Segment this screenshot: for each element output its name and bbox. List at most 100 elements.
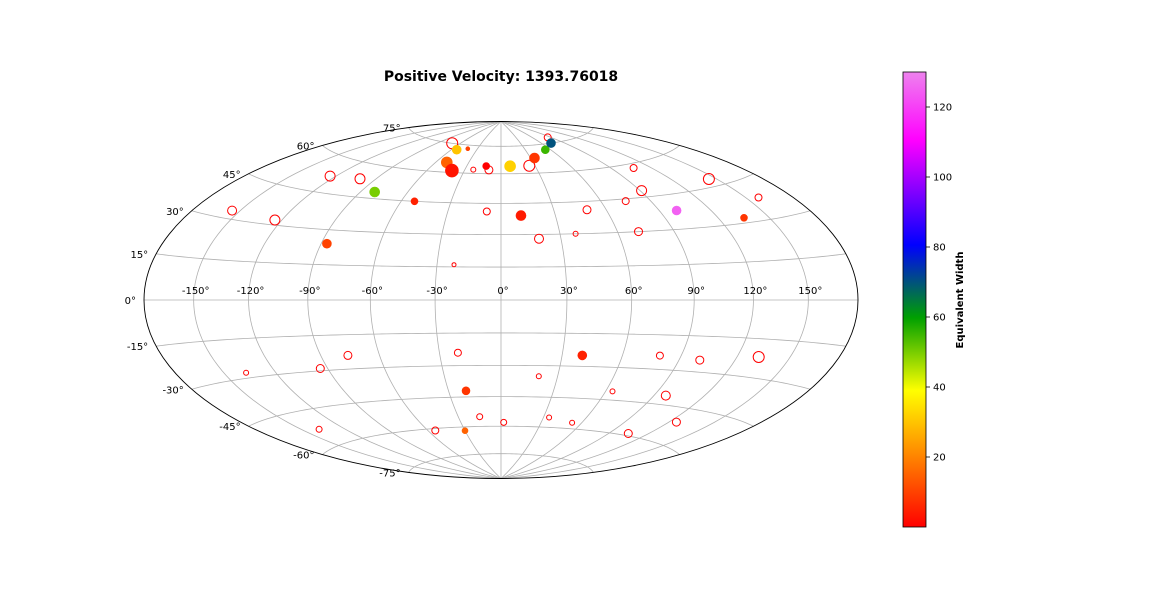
data-point-open: [431, 426, 440, 435]
colorbar-tick-label: 60: [933, 313, 946, 324]
chart-title: Positive Velocity: 1393.76018: [384, 69, 618, 85]
data-point-open: [655, 351, 664, 360]
longitude-tick-label: 60°: [625, 286, 643, 297]
data-point-filled: [482, 162, 491, 170]
data-point-filled: [461, 386, 471, 396]
colorbar-tick-label: 40: [933, 383, 946, 394]
data-point-open: [500, 418, 508, 426]
data-point-open: [582, 205, 592, 215]
longitude-tick-label: 90°: [687, 286, 705, 297]
data-point-open: [546, 414, 553, 421]
latitude-tick-label: 45°: [223, 170, 241, 181]
longitude-tick-label: 0°: [497, 286, 508, 297]
data-point-filled: [515, 210, 527, 221]
data-point-open: [629, 164, 638, 172]
data-point-open: [695, 355, 705, 365]
parallel-line: [156, 332, 846, 347]
latitude-tick-label: -60°: [293, 451, 314, 462]
longitude-tick-label: -90°: [299, 286, 320, 297]
data-point-open: [636, 185, 648, 197]
data-point-open: [535, 373, 542, 380]
latitude-tick-label: 15°: [130, 250, 148, 261]
longitude-tick-label: -30°: [426, 286, 447, 297]
data-point-filled: [529, 152, 540, 164]
data-point-open: [354, 173, 366, 185]
data-point-open: [451, 262, 457, 268]
data-point-open: [243, 369, 250, 376]
parallel-line: [248, 396, 754, 427]
colorbar-tick-label: 80: [933, 243, 946, 254]
data-points: [227, 133, 765, 438]
parallel-line: [156, 253, 846, 268]
latitude-tick-label: -30°: [162, 385, 183, 396]
data-point-filled: [369, 186, 381, 198]
longitude-tick-label: -60°: [362, 286, 383, 297]
parallel-line: [248, 173, 754, 204]
latitude-tick-label: 0°: [125, 296, 136, 307]
parallel-line: [322, 145, 680, 175]
graticule: [144, 121, 858, 479]
latitude-tick-label: 75°: [383, 124, 401, 135]
data-point-filled: [577, 350, 588, 361]
latitude-tick-labels: -75° -60° -45° -30° -15° 0° 15° 30° 45° 60° 75°: [125, 124, 401, 480]
data-point-open: [634, 227, 643, 237]
colorbar-ticks: 20 40 60 80 100 120: [926, 103, 952, 464]
longitude-tick-label: -120°: [237, 286, 265, 297]
data-point-open: [609, 388, 616, 395]
data-point-filled: [740, 214, 748, 222]
data-point-open: [523, 159, 536, 172]
longitude-tick-labels: -150° -120° -90° -60° -30° 0° 30° 60° 90° 120° 150…: [182, 286, 822, 297]
colorbar: [902, 71, 927, 528]
data-point-open: [315, 425, 323, 433]
latitude-tick-label: -75°: [379, 468, 400, 479]
data-point-filled: [465, 146, 471, 151]
data-point-open: [343, 350, 353, 360]
data-point-open: [752, 351, 765, 363]
longitude-tick-label: 150°: [798, 286, 822, 297]
data-point-filled: [445, 163, 459, 178]
data-point-open: [621, 197, 630, 206]
data-point-filled: [322, 238, 332, 249]
data-point-open: [754, 193, 763, 202]
parallel-line: [408, 127, 594, 147]
longitude-tick-label: 120°: [743, 286, 767, 297]
data-point-filled: [546, 138, 556, 148]
data-point-filled: [461, 427, 469, 435]
data-point-open: [623, 429, 633, 438]
parallel-line: [408, 453, 594, 473]
latitude-tick-label: -15°: [127, 342, 148, 353]
parallel-line: [191, 364, 811, 390]
data-point-open: [482, 207, 491, 216]
data-point-open: [227, 205, 238, 216]
data-point-open: [569, 419, 576, 426]
parallel-line: [191, 210, 811, 236]
data-point-open: [702, 173, 715, 185]
data-point-filled: [504, 160, 516, 172]
data-point-filled: [410, 197, 419, 206]
data-point-open: [315, 364, 325, 373]
data-point-open: [470, 166, 477, 173]
colorbar-tick-label: 120: [933, 103, 952, 114]
colorbar-tick-label: 20: [933, 453, 946, 464]
longitude-tick-label: 30°: [560, 286, 578, 297]
latitude-tick-label: -45°: [219, 422, 240, 433]
data-point-filled: [540, 145, 550, 154]
latitude-tick-label: 30°: [166, 207, 184, 218]
data-point-open: [453, 348, 462, 357]
data-point-open: [269, 214, 281, 226]
data-point-filled: [671, 205, 682, 216]
data-point-open: [671, 417, 681, 427]
data-point-open: [572, 230, 579, 237]
colorbar-label: Equivalent Width: [955, 252, 966, 349]
data-point-open: [534, 233, 544, 244]
data-point-open: [324, 170, 336, 182]
colorbar-tick-label: 100: [933, 173, 952, 184]
map-boundary: [143, 121, 859, 479]
longitude-tick-label: -150°: [182, 286, 210, 297]
latitude-tick-label: 60°: [297, 141, 315, 152]
data-point-open: [476, 413, 484, 421]
data-point-open: [660, 390, 671, 401]
parallel-line: [322, 425, 680, 455]
data-point-filled: [451, 144, 462, 155]
